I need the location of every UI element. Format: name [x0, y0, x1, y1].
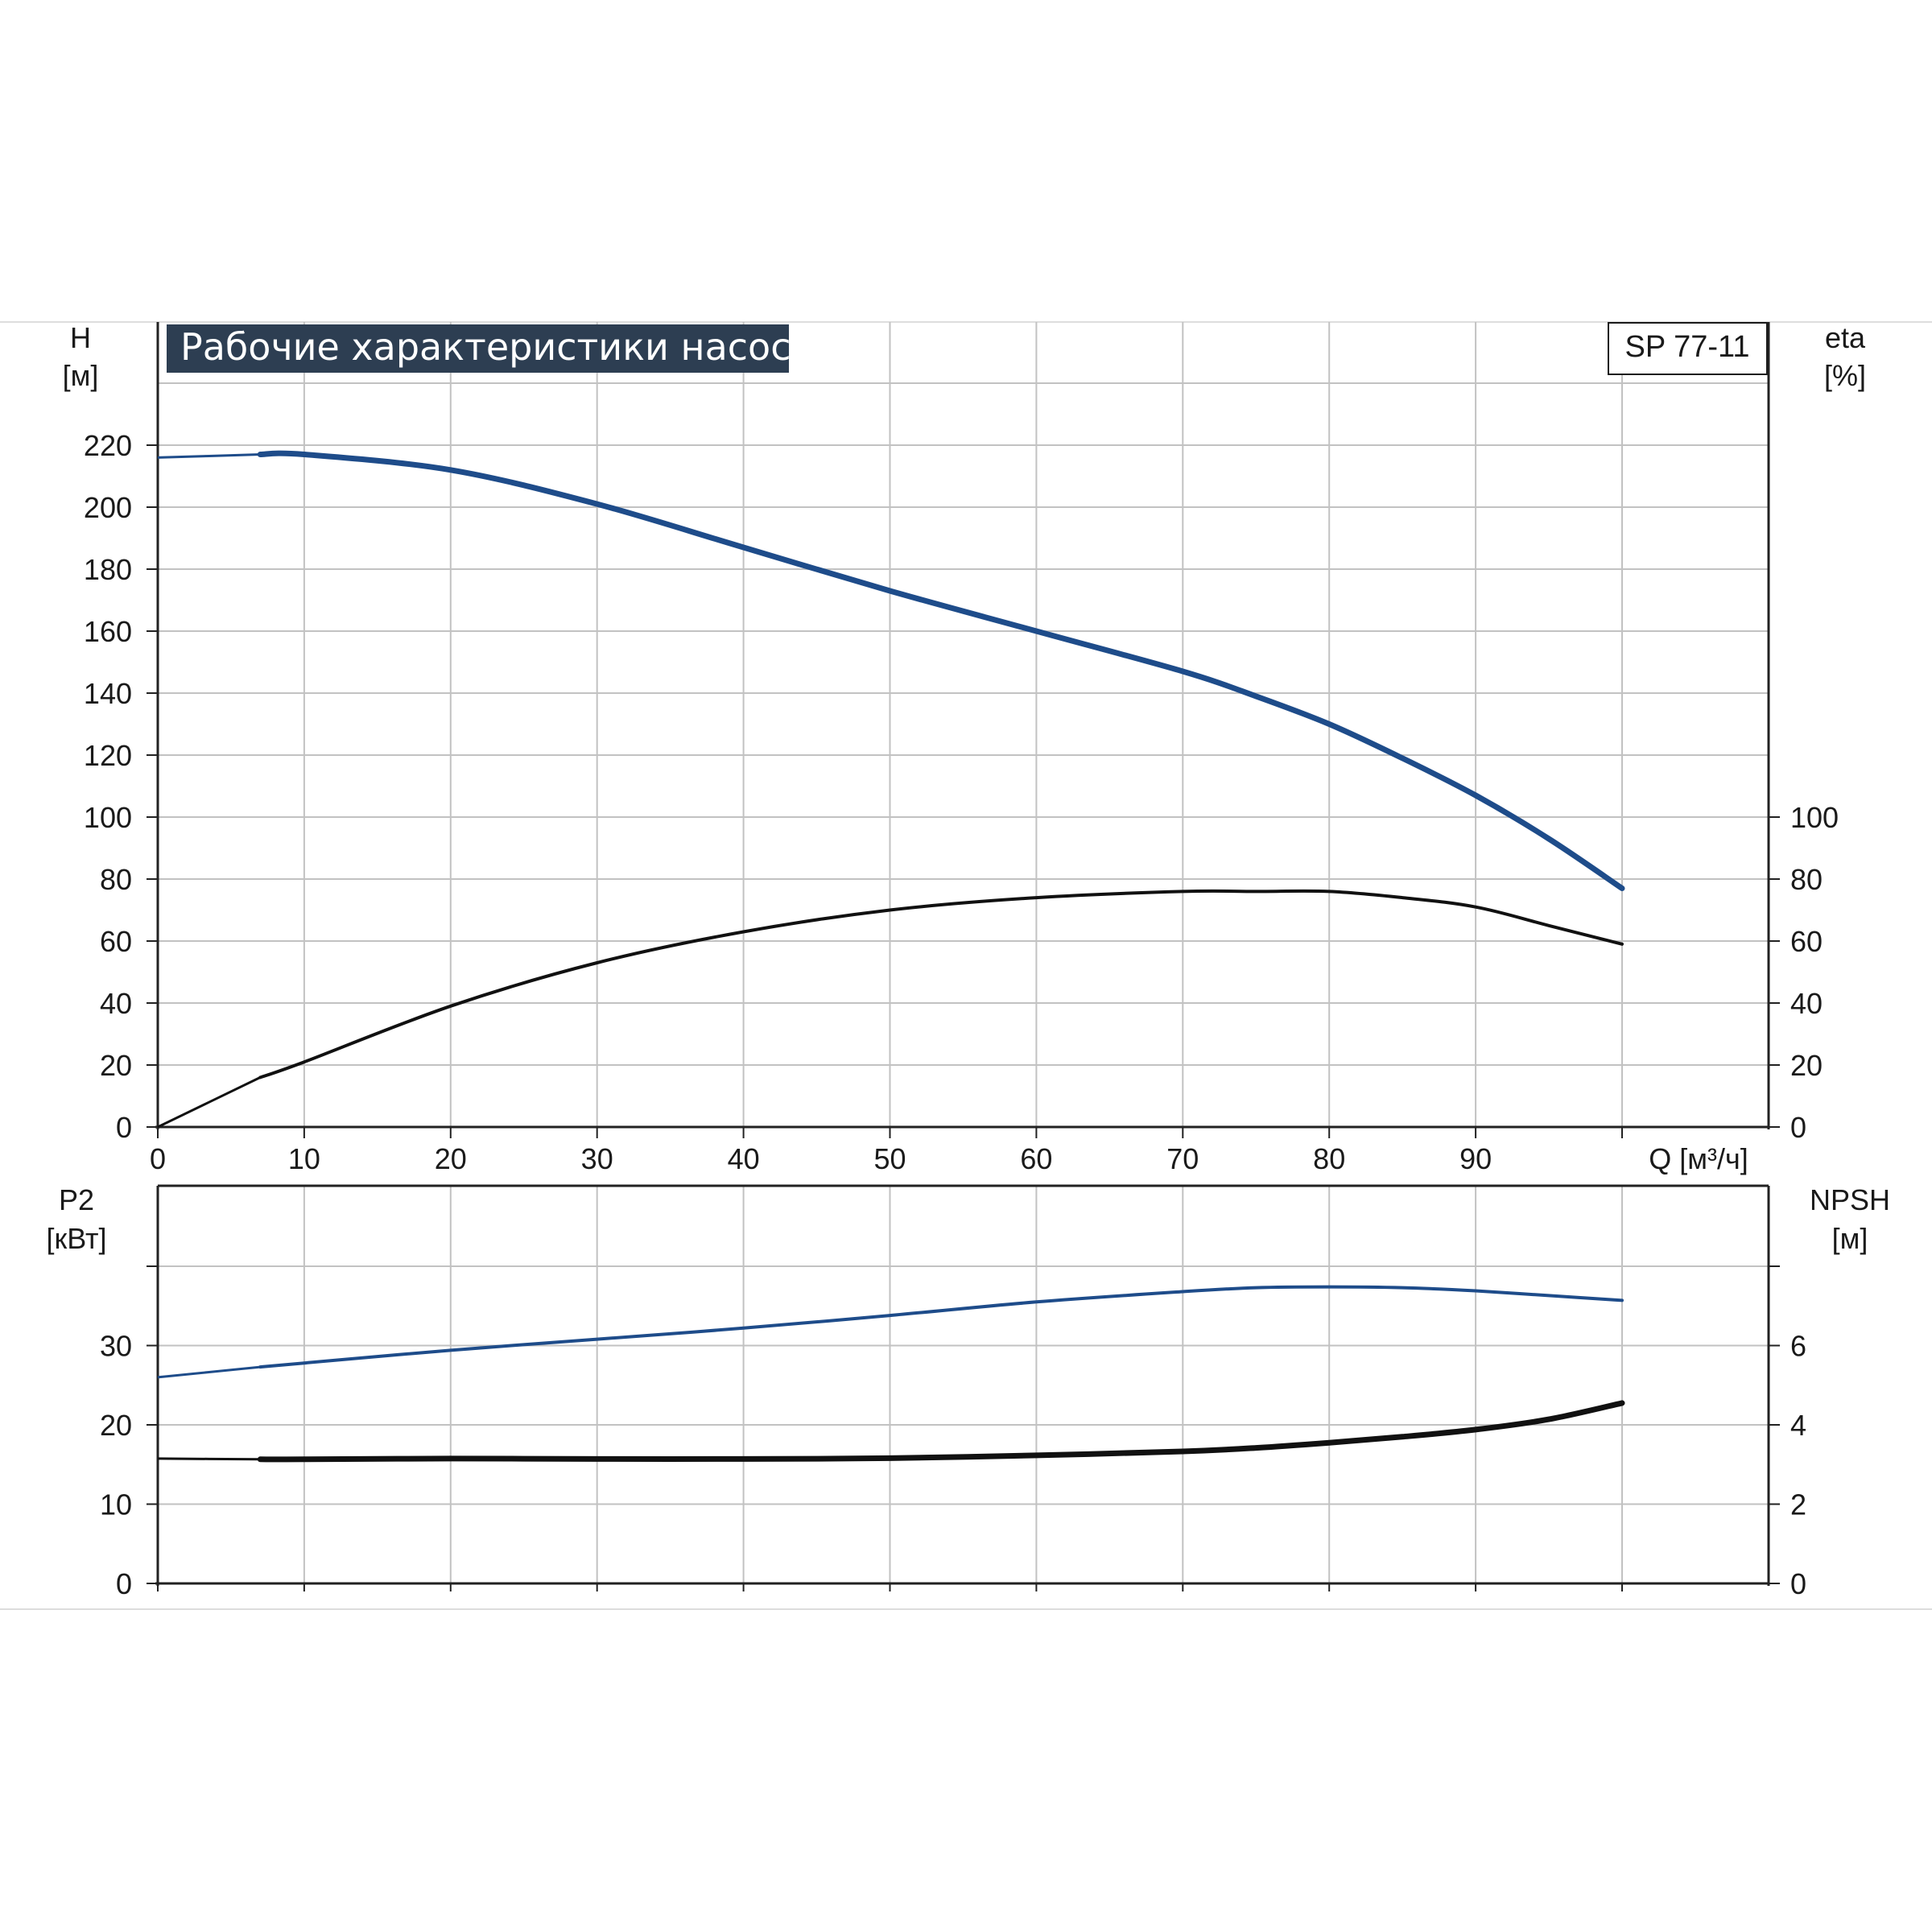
top-right-tick-label: 40 — [1790, 987, 1823, 1020]
x-tick-label: 40 — [728, 1142, 760, 1175]
x-tick-label: 50 — [873, 1142, 906, 1175]
model-box-frame — [1608, 322, 1768, 375]
top-left-tick-label: 80 — [100, 863, 132, 896]
chart-title-background — [167, 324, 789, 373]
top-grid — [158, 322, 1769, 1127]
top-right-tick-label: 100 — [1790, 801, 1839, 834]
top-left-tick-label: 200 — [84, 491, 132, 524]
npsh-tick-label: 4 — [1790, 1409, 1806, 1442]
p2-axis-title: P2 — [59, 1183, 94, 1216]
h-axis-unit: [м] — [63, 359, 99, 392]
x-tick-label: 90 — [1459, 1142, 1492, 1175]
efficiency-curve — [258, 889, 1624, 1080]
top-left-tick-label: 140 — [84, 677, 132, 710]
p2-tick-label: 30 — [100, 1330, 132, 1363]
npsh-tick-label: 2 — [1790, 1488, 1806, 1521]
npsh-axis-title: NPSH — [1810, 1183, 1890, 1216]
top-right-tick-label: 0 — [1790, 1111, 1806, 1144]
power-curve-thin — [157, 1365, 261, 1379]
p2-axis-unit: [кВт] — [46, 1222, 106, 1255]
top-left-tick-label: 120 — [84, 739, 132, 772]
npsh-axis-unit: [м] — [1832, 1222, 1868, 1255]
head-efficiency-panel: 0204060801001201401601802002200204060801… — [63, 321, 1866, 1175]
top-left-tick-label: 100 — [84, 801, 132, 834]
chart-title-box: Рабочие характеристики насоса — [167, 324, 814, 373]
head-curve-thin — [157, 453, 261, 459]
chart-title: Рабочие характеристики насоса — [180, 325, 814, 369]
x-tick-label: 30 — [581, 1142, 613, 1175]
top-right-tick-label: 60 — [1790, 925, 1823, 958]
x-axis-label: Q [м³/ч] — [1649, 1142, 1748, 1175]
top-left-tick-label: 220 — [84, 429, 132, 462]
top-left-tick-label: 180 — [84, 553, 132, 586]
npsh-curve — [257, 1400, 1625, 1463]
top-left-tick-label: 60 — [100, 925, 132, 958]
bottom-grid — [158, 1186, 1769, 1583]
x-tick-label: 20 — [435, 1142, 467, 1175]
p2-tick-label: 10 — [100, 1488, 132, 1521]
x-tick-label: 60 — [1020, 1142, 1052, 1175]
eta-axis-unit: [%] — [1824, 359, 1866, 392]
model-box: SP 77-11 — [1608, 322, 1768, 375]
eta-axis-title: eta — [1825, 321, 1866, 354]
npsh-tick-label: 6 — [1790, 1330, 1806, 1363]
top-left-tick-label: 40 — [100, 987, 132, 1020]
model-label: SP 77-11 — [1625, 330, 1750, 364]
x-tick-label: 70 — [1166, 1142, 1199, 1175]
top-right-tick-label: 80 — [1790, 863, 1823, 896]
x-tick-label: 10 — [288, 1142, 320, 1175]
x-tick-label: 0 — [150, 1142, 166, 1175]
p2-tick-label: 0 — [116, 1567, 132, 1600]
top-left-tick-label: 20 — [100, 1049, 132, 1082]
power-npsh-panel: 0 10 20 30 0 2 4 6 P2 [кВт] NPSH [м] — [46, 1183, 1890, 1600]
top-left-tick-label: 0 — [116, 1111, 132, 1144]
head-curve — [257, 450, 1625, 891]
top-right-tick-label: 20 — [1790, 1049, 1823, 1082]
power-curve — [258, 1285, 1624, 1369]
top-left-tick-label: 160 — [84, 615, 132, 648]
p2-tick-label: 20 — [100, 1409, 132, 1442]
npsh-tick-label: 0 — [1790, 1567, 1806, 1600]
h-axis-title: H — [70, 321, 91, 354]
efficiency-curve-thin — [157, 1076, 261, 1129]
x-tick-label: 80 — [1313, 1142, 1345, 1175]
